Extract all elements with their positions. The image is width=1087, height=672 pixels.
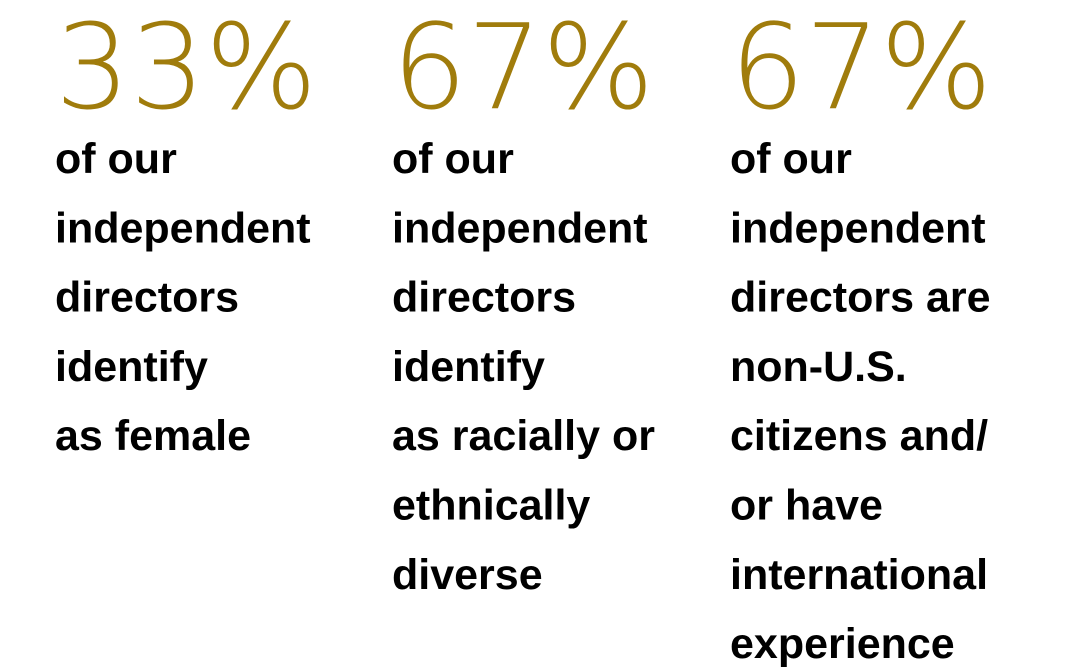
stat-description-line: independent: [55, 204, 311, 252]
stat-description-line: of our: [730, 135, 852, 183]
stat-description-line: ethnically: [392, 482, 590, 530]
stat-value: 33%: [55, 0, 317, 136]
stat-description-line: international: [730, 551, 988, 599]
stat-column: 33%of our independent directors identify as …: [55, 0, 317, 460]
stat-column: 67%of our independent directors are non-U.S…: [730, 0, 992, 668]
stat-description-line: of our: [55, 135, 177, 183]
stat-description-line: independent: [392, 204, 648, 252]
stat-description-line: directors are: [730, 274, 991, 322]
stat-description-line: as female: [55, 412, 251, 460]
stat-description-line: diverse: [392, 551, 543, 599]
stat-description-line: directors: [392, 274, 576, 322]
stat-value: 67%: [730, 0, 992, 136]
stat-description-line: non-U.S.: [730, 343, 907, 391]
stat-description-line: identify: [55, 343, 208, 391]
stat-description-line: of our: [392, 135, 514, 183]
stat-value: 67%: [392, 0, 654, 136]
stat-column: 67%of our independent directors identify as …: [392, 0, 655, 599]
stat-description-line: directors: [55, 274, 239, 322]
stat-description-line: citizens and/: [730, 412, 988, 460]
stat-description-line: as racially or: [392, 412, 655, 460]
stat-description-line: independent: [730, 204, 986, 252]
stat-description-line: experience: [730, 620, 955, 668]
stat-description-line: identify: [392, 343, 545, 391]
stat-description-line: or have: [730, 482, 883, 530]
